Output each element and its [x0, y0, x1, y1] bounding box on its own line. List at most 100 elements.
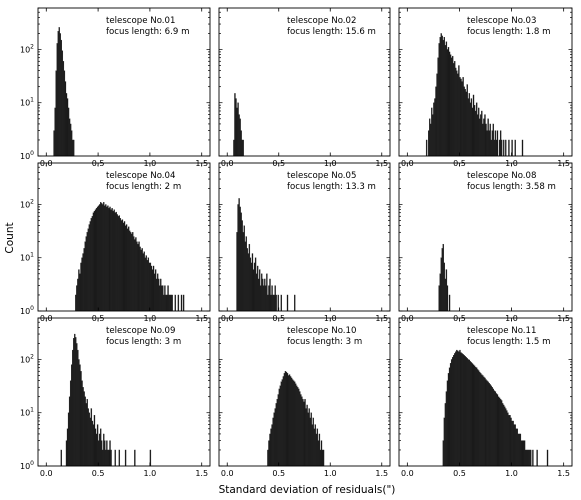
- histogram-bar: [96, 424, 99, 467]
- histogram-bar: [282, 376, 285, 467]
- histogram-bar: [479, 118, 481, 157]
- histogram-bar: [78, 269, 80, 312]
- histogram-bar: [445, 269, 448, 312]
- histogram-bar: [293, 380, 295, 467]
- histogram-bar: [486, 130, 488, 157]
- histogram-bar: [527, 449, 529, 467]
- histogram-bar: [283, 373, 286, 467]
- histogram-bar: [458, 65, 460, 157]
- histogram-bar: [134, 239, 136, 312]
- x-tick-label: 0.0: [401, 469, 414, 478]
- histogram-bar: [260, 285, 262, 312]
- histogram-bar: [464, 88, 466, 157]
- histogram-bar: [77, 278, 79, 312]
- histogram-bar: [87, 228, 89, 312]
- histogram-bar: [141, 248, 143, 312]
- histogram-bar: [247, 253, 250, 312]
- histogram-bar: [125, 224, 128, 312]
- histogram-bar: [457, 73, 459, 157]
- histogram-bar: [521, 139, 524, 157]
- histogram-bar: [298, 388, 300, 467]
- histogram-bar: [514, 139, 516, 157]
- histogram-bar: [448, 294, 451, 312]
- histogram-bar: [477, 114, 479, 157]
- histogram-bar: [493, 139, 496, 157]
- histogram-bar: [442, 39, 444, 157]
- histogram-bar: [508, 139, 510, 157]
- histogram-bar: [152, 265, 155, 312]
- histogram-bar: [289, 376, 292, 467]
- histogram-bar: [442, 440, 444, 467]
- histogram-bar: [521, 440, 524, 467]
- histogram-bar: [488, 130, 490, 157]
- histogram-bar: [505, 139, 507, 157]
- histogram-bar: [468, 359, 471, 467]
- histogram-bar: [499, 130, 502, 157]
- histogram-bar: [444, 278, 447, 312]
- histogram-bar: [174, 294, 176, 312]
- histogram-bar: [536, 449, 538, 467]
- histogram-panel: 0.0 0.5 1.0 1.5 100 101 102 telescope No.09focu…: [20, 317, 211, 478]
- histogram-bar: [432, 114, 434, 157]
- histogram-bar: [454, 353, 456, 467]
- histogram-bar: [510, 417, 512, 467]
- histogram-bar: [525, 449, 528, 467]
- histogram-bar: [56, 43, 58, 157]
- histogram-bar: [461, 353, 463, 467]
- histogram-bar: [299, 391, 301, 467]
- x-tick-label: 0.0: [40, 469, 53, 478]
- y-tick-label: 101: [20, 407, 34, 418]
- histogram-bar: [438, 43, 440, 157]
- histogram-bar: [307, 412, 309, 467]
- bar-series: [236, 198, 296, 312]
- histogram-bar: [456, 70, 458, 157]
- histogram-bar: [484, 114, 486, 157]
- histogram-bar: [242, 139, 244, 157]
- histogram-bar: [448, 51, 451, 157]
- histogram-bar: [267, 294, 269, 312]
- histogram-bar: [238, 114, 240, 157]
- histogram-bar: [464, 356, 466, 467]
- focus-length-label: focus length: 3.58 m: [467, 182, 556, 192]
- histogram-bar: [475, 367, 478, 467]
- histogram-bar: [524, 449, 527, 467]
- histogram-bar: [445, 41, 448, 157]
- histogram-bar: [430, 123, 432, 157]
- histogram-bar: [491, 130, 493, 157]
- histogram-bar: [98, 433, 101, 467]
- panel-frame: [37, 7, 211, 157]
- histogram-bar: [68, 118, 71, 157]
- histogram-bar: [255, 273, 258, 312]
- histogram-bar: [269, 278, 271, 312]
- panel-frame: [218, 162, 391, 312]
- histogram-bar: [496, 130, 499, 157]
- histogram-bar: [315, 433, 318, 467]
- histogram-bar: [286, 294, 289, 312]
- histogram-bar: [290, 377, 293, 467]
- telescope-label: telescope No.01: [106, 16, 175, 26]
- histogram-bar: [85, 236, 87, 312]
- histogram-bar: [320, 440, 323, 467]
- histogram-bar: [104, 440, 106, 467]
- histogram-bar: [297, 387, 299, 467]
- histogram-bar: [456, 349, 458, 467]
- histogram-bar: [465, 91, 467, 157]
- telescope-label: telescope No.09: [106, 326, 175, 336]
- histogram-bar: [444, 45, 447, 157]
- histogram-bar: [274, 285, 276, 312]
- histogram-bar: [93, 415, 96, 467]
- histogram-bar: [494, 130, 497, 157]
- histogram-bar: [281, 379, 284, 467]
- histogram-bar: [158, 278, 160, 312]
- histogram-bar: [441, 248, 443, 312]
- histogram-bar: [177, 294, 180, 312]
- histogram-bar: [463, 355, 465, 467]
- histogram-bar: [433, 102, 435, 157]
- histogram-bar: [436, 73, 438, 157]
- histogram-bar: [495, 139, 498, 157]
- telescope-label: telescope No.10: [287, 326, 356, 336]
- histogram-bar: [313, 428, 315, 467]
- histogram-bar: [267, 449, 269, 467]
- histogram-bar: [448, 367, 451, 467]
- histogram-bar: [425, 139, 428, 157]
